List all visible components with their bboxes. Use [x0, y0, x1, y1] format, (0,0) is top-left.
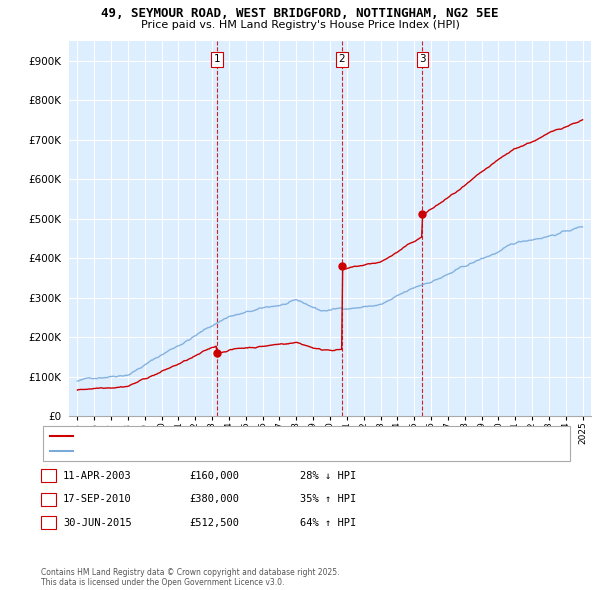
Text: 64% ↑ HPI: 64% ↑ HPI — [300, 518, 356, 527]
Text: 49, SEYMOUR ROAD, WEST BRIDGFORD, NOTTINGHAM, NG2 5EE (detached house): 49, SEYMOUR ROAD, WEST BRIDGFORD, NOTTIN… — [76, 431, 452, 440]
Text: 11-APR-2003: 11-APR-2003 — [63, 471, 132, 480]
Text: £160,000: £160,000 — [189, 471, 239, 480]
Text: 3: 3 — [419, 54, 426, 64]
Text: 49, SEYMOUR ROAD, WEST BRIDGFORD, NOTTINGHAM, NG2 5EE: 49, SEYMOUR ROAD, WEST BRIDGFORD, NOTTIN… — [101, 7, 499, 20]
Text: Price paid vs. HM Land Registry's House Price Index (HPI): Price paid vs. HM Land Registry's House … — [140, 20, 460, 30]
Text: 17-SEP-2010: 17-SEP-2010 — [63, 494, 132, 504]
Text: £512,500: £512,500 — [189, 518, 239, 527]
Text: 1: 1 — [45, 471, 52, 480]
Text: 28% ↓ HPI: 28% ↓ HPI — [300, 471, 356, 480]
Text: 2: 2 — [45, 494, 52, 504]
Text: £380,000: £380,000 — [189, 494, 239, 504]
Text: 3: 3 — [45, 518, 52, 527]
Text: 35% ↑ HPI: 35% ↑ HPI — [300, 494, 356, 504]
Text: 2: 2 — [338, 54, 345, 64]
Text: 1: 1 — [214, 54, 220, 64]
Text: 30-JUN-2015: 30-JUN-2015 — [63, 518, 132, 527]
Text: HPI: Average price, detached house, Rushcliffe: HPI: Average price, detached house, Rush… — [76, 447, 323, 456]
Text: Contains HM Land Registry data © Crown copyright and database right 2025.
This d: Contains HM Land Registry data © Crown c… — [41, 568, 340, 587]
